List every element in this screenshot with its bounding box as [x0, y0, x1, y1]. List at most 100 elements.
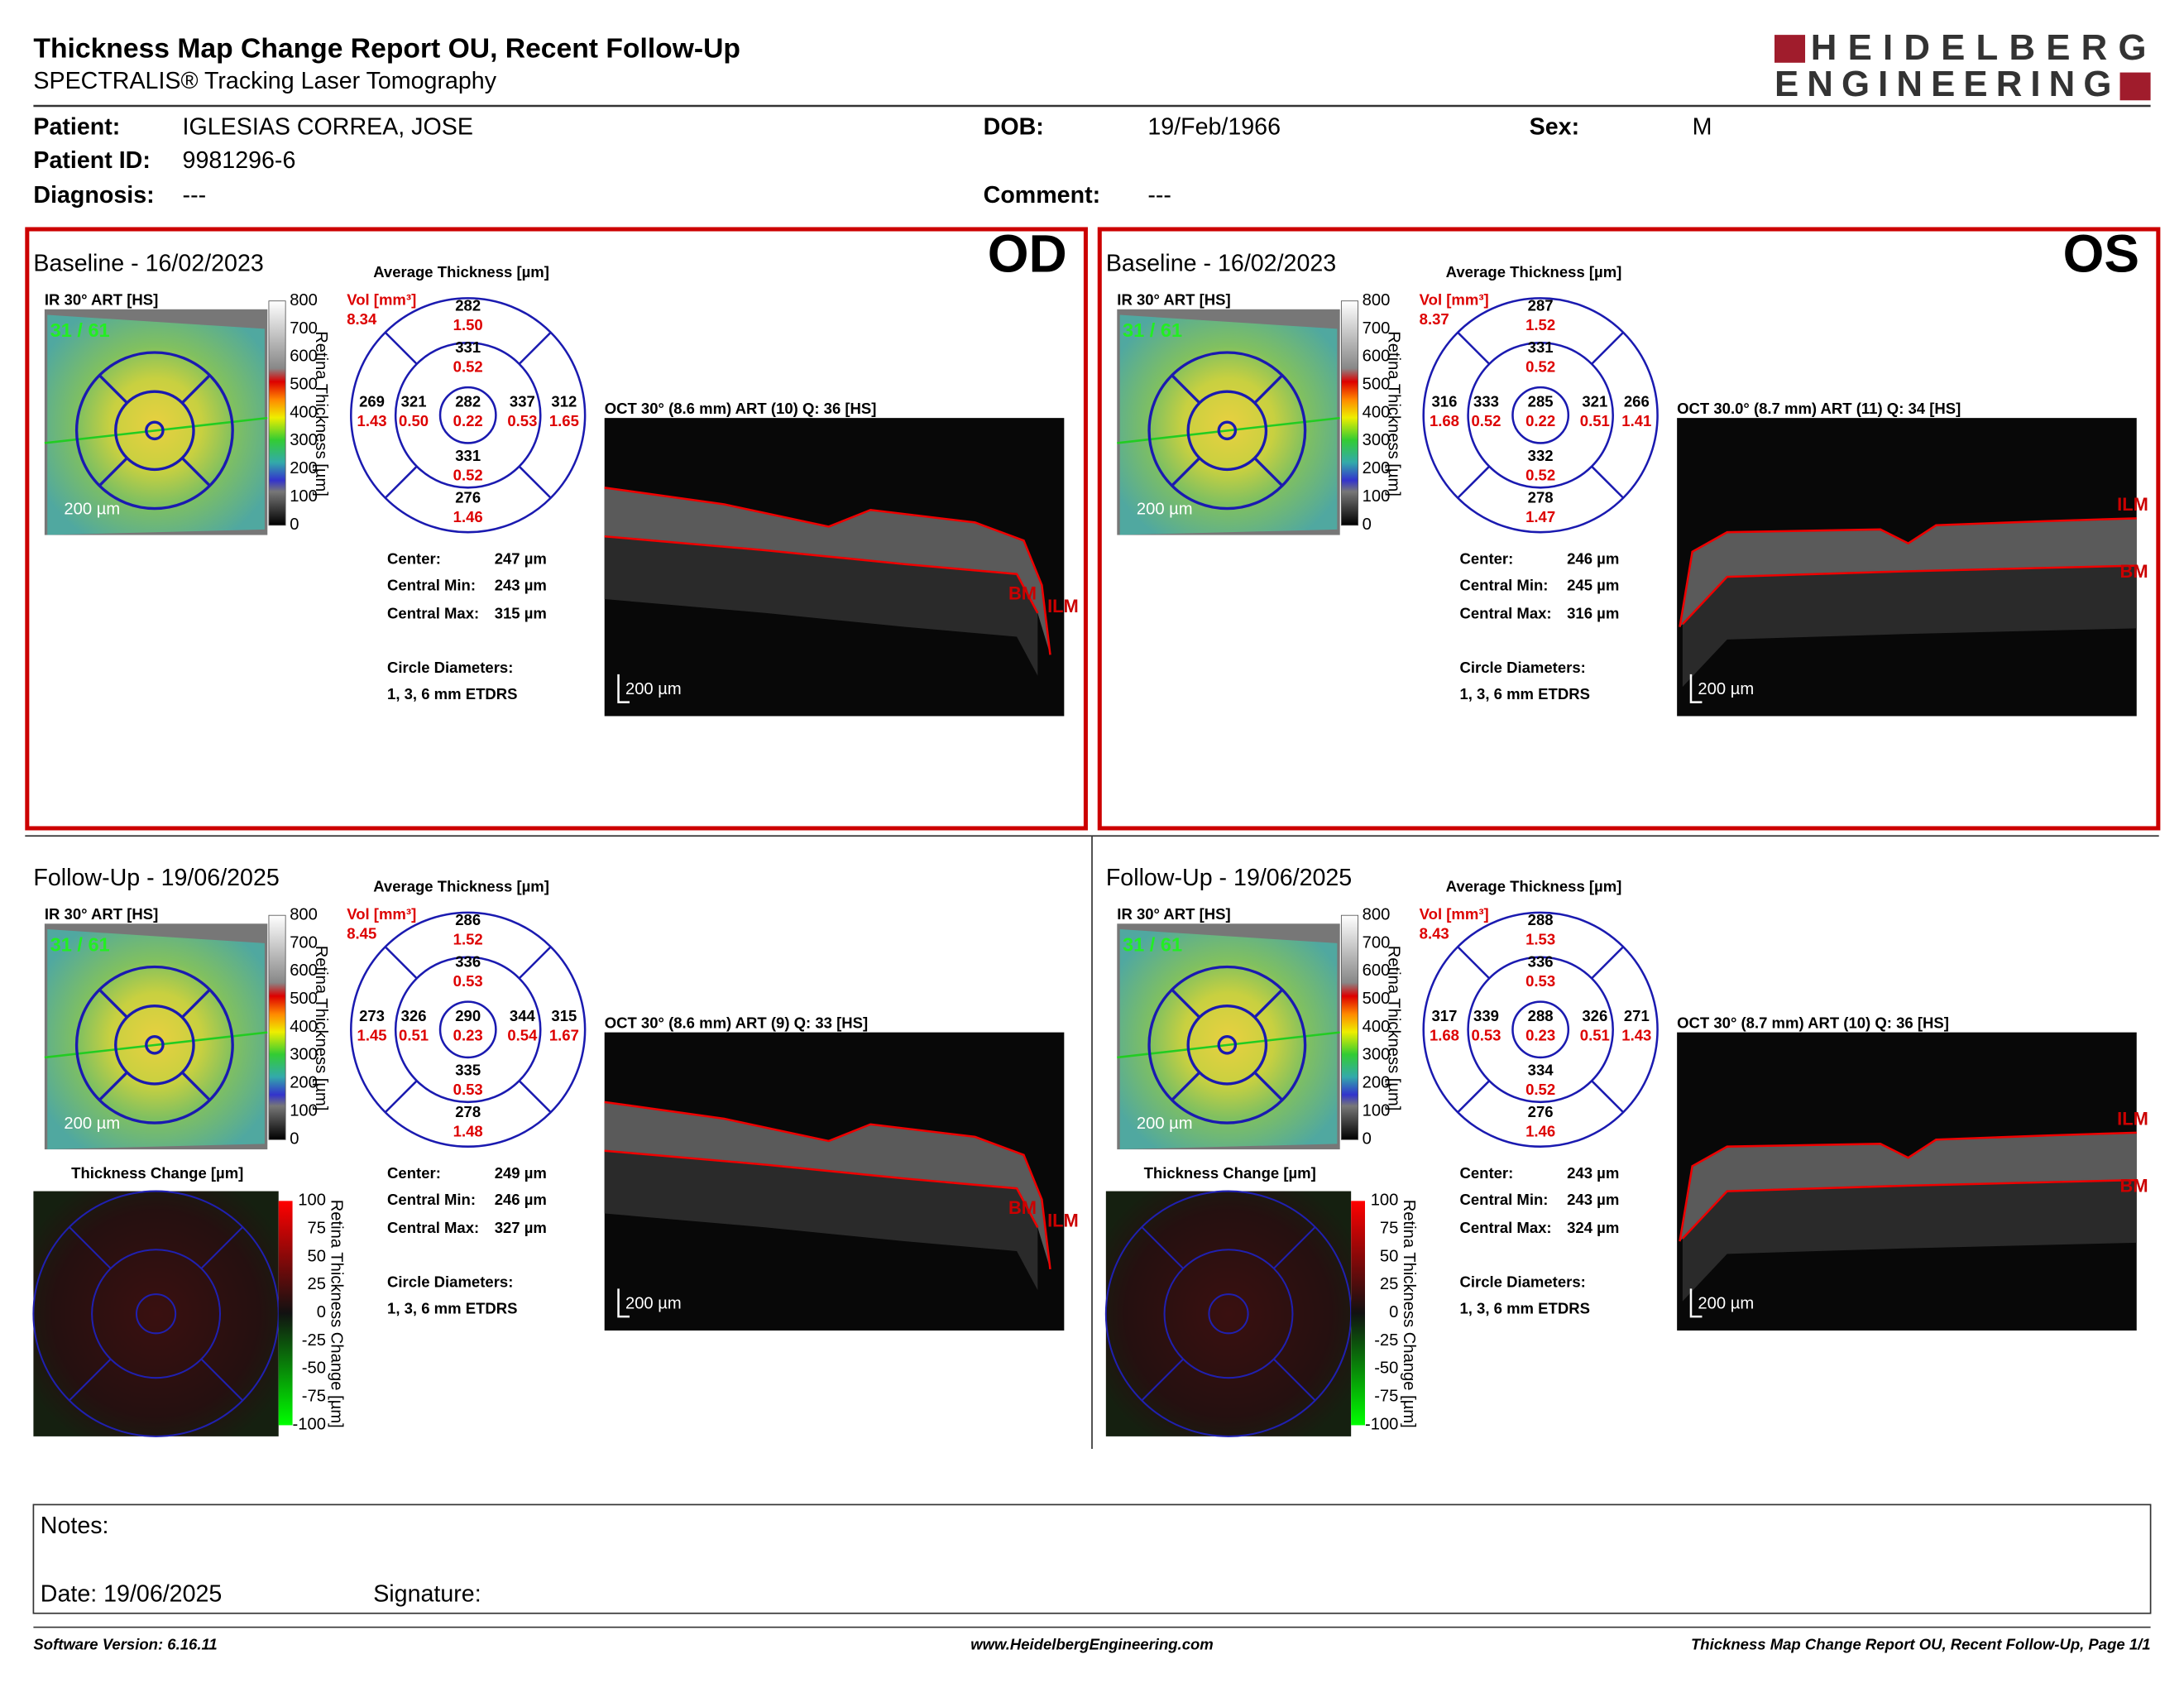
- sector-volume: 1.48: [453, 1123, 483, 1140]
- sector-volume: 0.52: [453, 357, 483, 375]
- oct-label: OCT 30° (8.6 mm) ART (10) Q: 36 [HS]: [605, 400, 877, 417]
- colorbar-tick-label: 100: [290, 1101, 318, 1120]
- sector-volume: 0.51: [1580, 1027, 1610, 1044]
- sector-thickness: 339: [1473, 1007, 1499, 1024]
- colorbar-tick-label: 0: [1389, 1303, 1398, 1321]
- sector-volume: 1.50: [453, 316, 483, 333]
- sector-volume: 0.52: [453, 467, 483, 484]
- fixation-label: 31 / 61: [50, 933, 110, 955]
- change-colorbar: [278, 1201, 293, 1426]
- stat-value: 1, 3, 6 mm ETDRS: [387, 685, 517, 703]
- grid-line: [98, 1071, 128, 1101]
- sector-thickness: 337: [510, 393, 535, 410]
- scale-label: 200 µm: [1137, 1115, 1193, 1133]
- grid-circle: [1186, 390, 1268, 472]
- stat-label: Center:: [1459, 1164, 1513, 1182]
- grid-line: [1457, 946, 1491, 980]
- sector-thickness: 276: [455, 489, 481, 506]
- choroid-band: [604, 536, 1038, 676]
- notes: Notes: Date: 19/06/2025 Signature:: [32, 1503, 2152, 1614]
- sector-thickness: 288: [1528, 911, 1554, 928]
- colorbar-tick-label: 50: [308, 1247, 326, 1265]
- stat-value: 316 µm: [1567, 604, 1619, 621]
- colorbar-tick-label: -100: [293, 1415, 326, 1433]
- retina-band: [604, 487, 1051, 655]
- sector-volume: 1.68: [1430, 1027, 1459, 1044]
- sector-volume: 0.23: [453, 1027, 483, 1044]
- sector-thickness: 331: [1528, 338, 1554, 356]
- footer: Software Version: 6.16.11 www.Heidelberg…: [33, 1626, 2151, 1652]
- stat-label: Central Max:: [387, 1219, 479, 1236]
- ilm-line: [604, 487, 1051, 655]
- sector-volume: 1.68: [1430, 412, 1459, 429]
- grid-circle: [1467, 341, 1614, 489]
- sector-thickness: 290: [455, 1007, 481, 1024]
- grid-line: [518, 1080, 552, 1114]
- colorbar-axis-label: Retina Thickness [µm]: [1384, 946, 1402, 1111]
- colorbar-tick-label: 500: [290, 990, 318, 1008]
- colorbar-tick-label: 200: [290, 459, 318, 477]
- colorbar-axis-label: Retina Thickness Change [µm]: [327, 1200, 345, 1428]
- scale-bar: [617, 674, 630, 703]
- grid-line: [1457, 331, 1491, 365]
- colorbar-tick-label: 600: [1363, 348, 1391, 366]
- colorbar-axis-label: Retina Thickness [µm]: [1384, 331, 1402, 496]
- stat-label: Central Min:: [1459, 1191, 1548, 1208]
- panels: Baseline - 16/02/2023 OD IR 30° ART [HS] 31…: [25, 223, 2161, 1437]
- sector-volume: 0.53: [1471, 1027, 1501, 1044]
- grid-circle: [1208, 1293, 1249, 1335]
- scale-label: 200 µm: [64, 501, 120, 519]
- grid-line: [518, 465, 552, 499]
- grid-line: [181, 988, 211, 1019]
- sector-volume: 1.65: [549, 412, 579, 429]
- grid-circle: [1422, 911, 1659, 1148]
- choroid-band: [1682, 565, 2137, 688]
- colorbar-tick-label: 300: [1363, 431, 1391, 449]
- grid-circle: [1147, 351, 1307, 511]
- sector-volume: 1.47: [1525, 508, 1555, 525]
- stat-value: 315 µm: [495, 604, 547, 621]
- notes-box: [32, 1503, 2152, 1614]
- stat-label: Center:: [387, 550, 441, 568]
- sector-thickness: 317: [1432, 1007, 1458, 1024]
- colorbar-tick-label: 500: [290, 376, 318, 394]
- scale-label: 200 µm: [1698, 680, 1754, 698]
- sector-volume: 0.23: [1525, 1027, 1555, 1044]
- colorbar-tick-label: 200: [1363, 459, 1391, 477]
- sector-thickness: 278: [1528, 489, 1554, 506]
- baseline-border: [25, 227, 1088, 831]
- volume-label: Vol [mm³]: [347, 905, 416, 923]
- sector-volume: 1.52: [453, 930, 483, 947]
- grid-line: [384, 1080, 418, 1114]
- grid-line: [1171, 988, 1201, 1019]
- sector-thickness: 326: [401, 1007, 427, 1024]
- sector-thickness: 278: [455, 1103, 481, 1120]
- grid-circle: [114, 390, 195, 472]
- colorbar-tick-label: 0: [1363, 1129, 1372, 1148]
- eye-panel: Follow-Up - 19/06/2025 IR 30° ART [HS] 31 …: [1104, 865, 2148, 1437]
- choroid-band: [604, 1150, 1038, 1291]
- sector-thickness: 335: [455, 1062, 481, 1079]
- colorbar-tick-label: 75: [308, 1220, 326, 1238]
- colorbar-tick-label: 800: [1363, 906, 1391, 924]
- colorbar-tick-label: 800: [1363, 291, 1391, 309]
- grid-line: [181, 1071, 211, 1101]
- scale-bar: [1689, 1288, 1703, 1318]
- grid-line: [1171, 1071, 1201, 1101]
- stat-value: 247 µm: [495, 550, 547, 568]
- ilm-line: [1679, 517, 2137, 627]
- grid-circle: [350, 911, 587, 1148]
- bm-line: [1681, 564, 2137, 626]
- colorbar-tick-label: 0: [1363, 516, 1372, 534]
- thickness-map: [1119, 929, 1338, 1150]
- change-title: Thickness Change [µm]: [71, 1164, 243, 1182]
- grid-line: [200, 1226, 244, 1269]
- stat-label: Central Min:: [387, 577, 476, 594]
- thickness-colorbar: [1340, 914, 1359, 1140]
- sector-thickness: 321: [401, 393, 427, 410]
- grid-line: [518, 946, 552, 980]
- grid-line: [1591, 465, 1625, 499]
- thickness-map: [47, 929, 265, 1150]
- grid-line: [98, 457, 128, 487]
